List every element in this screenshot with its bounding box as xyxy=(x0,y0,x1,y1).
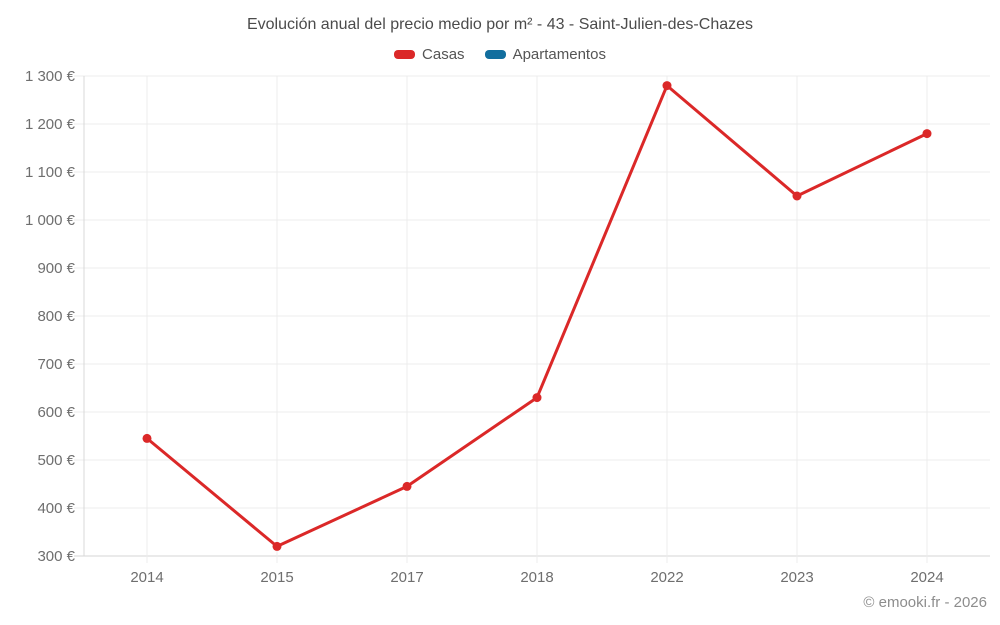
y-axis-tick-label: 900 € xyxy=(37,260,75,277)
y-axis-tick-label: 600 € xyxy=(37,404,75,421)
y-axis-tick-label: 300 € xyxy=(37,548,75,565)
casas-data-point[interactable] xyxy=(792,191,802,201)
apartamentos-color-swatch xyxy=(484,50,506,59)
y-axis-tick-label: 1 100 € xyxy=(25,164,76,181)
x-axis-tick-label: 2022 xyxy=(650,569,683,586)
chart-title: Evolución anual del precio medio por m² … xyxy=(246,16,754,33)
y-axis-tick-label: 800 € xyxy=(37,308,75,325)
chart-legend: Casas Apartamentos xyxy=(0,46,1000,63)
casas-data-point[interactable] xyxy=(922,129,932,139)
x-axis-tick-label: 2014 xyxy=(130,569,163,586)
y-axis-tick-label: 500 € xyxy=(37,452,75,469)
y-axis-tick-label: 1 200 € xyxy=(25,116,76,133)
casas-data-point[interactable] xyxy=(662,81,672,91)
legend-label-casas: Casas xyxy=(422,46,465,63)
x-axis-tick-label: 2024 xyxy=(910,569,943,586)
y-axis-tick-label: 1 300 € xyxy=(25,68,76,85)
casas-data-point[interactable] xyxy=(402,481,412,491)
x-axis-tick-label: 2023 xyxy=(780,569,813,586)
y-axis-tick-label: 1 000 € xyxy=(25,212,76,229)
legend-item-casas[interactable]: Casas xyxy=(394,46,465,63)
legend-item-apartamentos[interactable]: Apartamentos xyxy=(484,46,606,63)
casas-data-point[interactable] xyxy=(142,433,152,443)
copyright-note: © emooki.fr - 2026 xyxy=(863,594,987,611)
casas-color-swatch xyxy=(394,50,416,59)
x-axis-tick-label: 2018 xyxy=(520,569,553,586)
y-axis-tick-label: 700 € xyxy=(37,356,75,373)
y-axis-tick-label: 400 € xyxy=(37,500,75,517)
legend-label-apartamentos: Apartamentos xyxy=(512,46,606,63)
casas-data-point[interactable] xyxy=(272,541,282,551)
x-axis-tick-label: 2015 xyxy=(260,569,293,586)
casas-data-point[interactable] xyxy=(532,393,542,403)
x-axis-tick-label: 2017 xyxy=(390,569,423,586)
